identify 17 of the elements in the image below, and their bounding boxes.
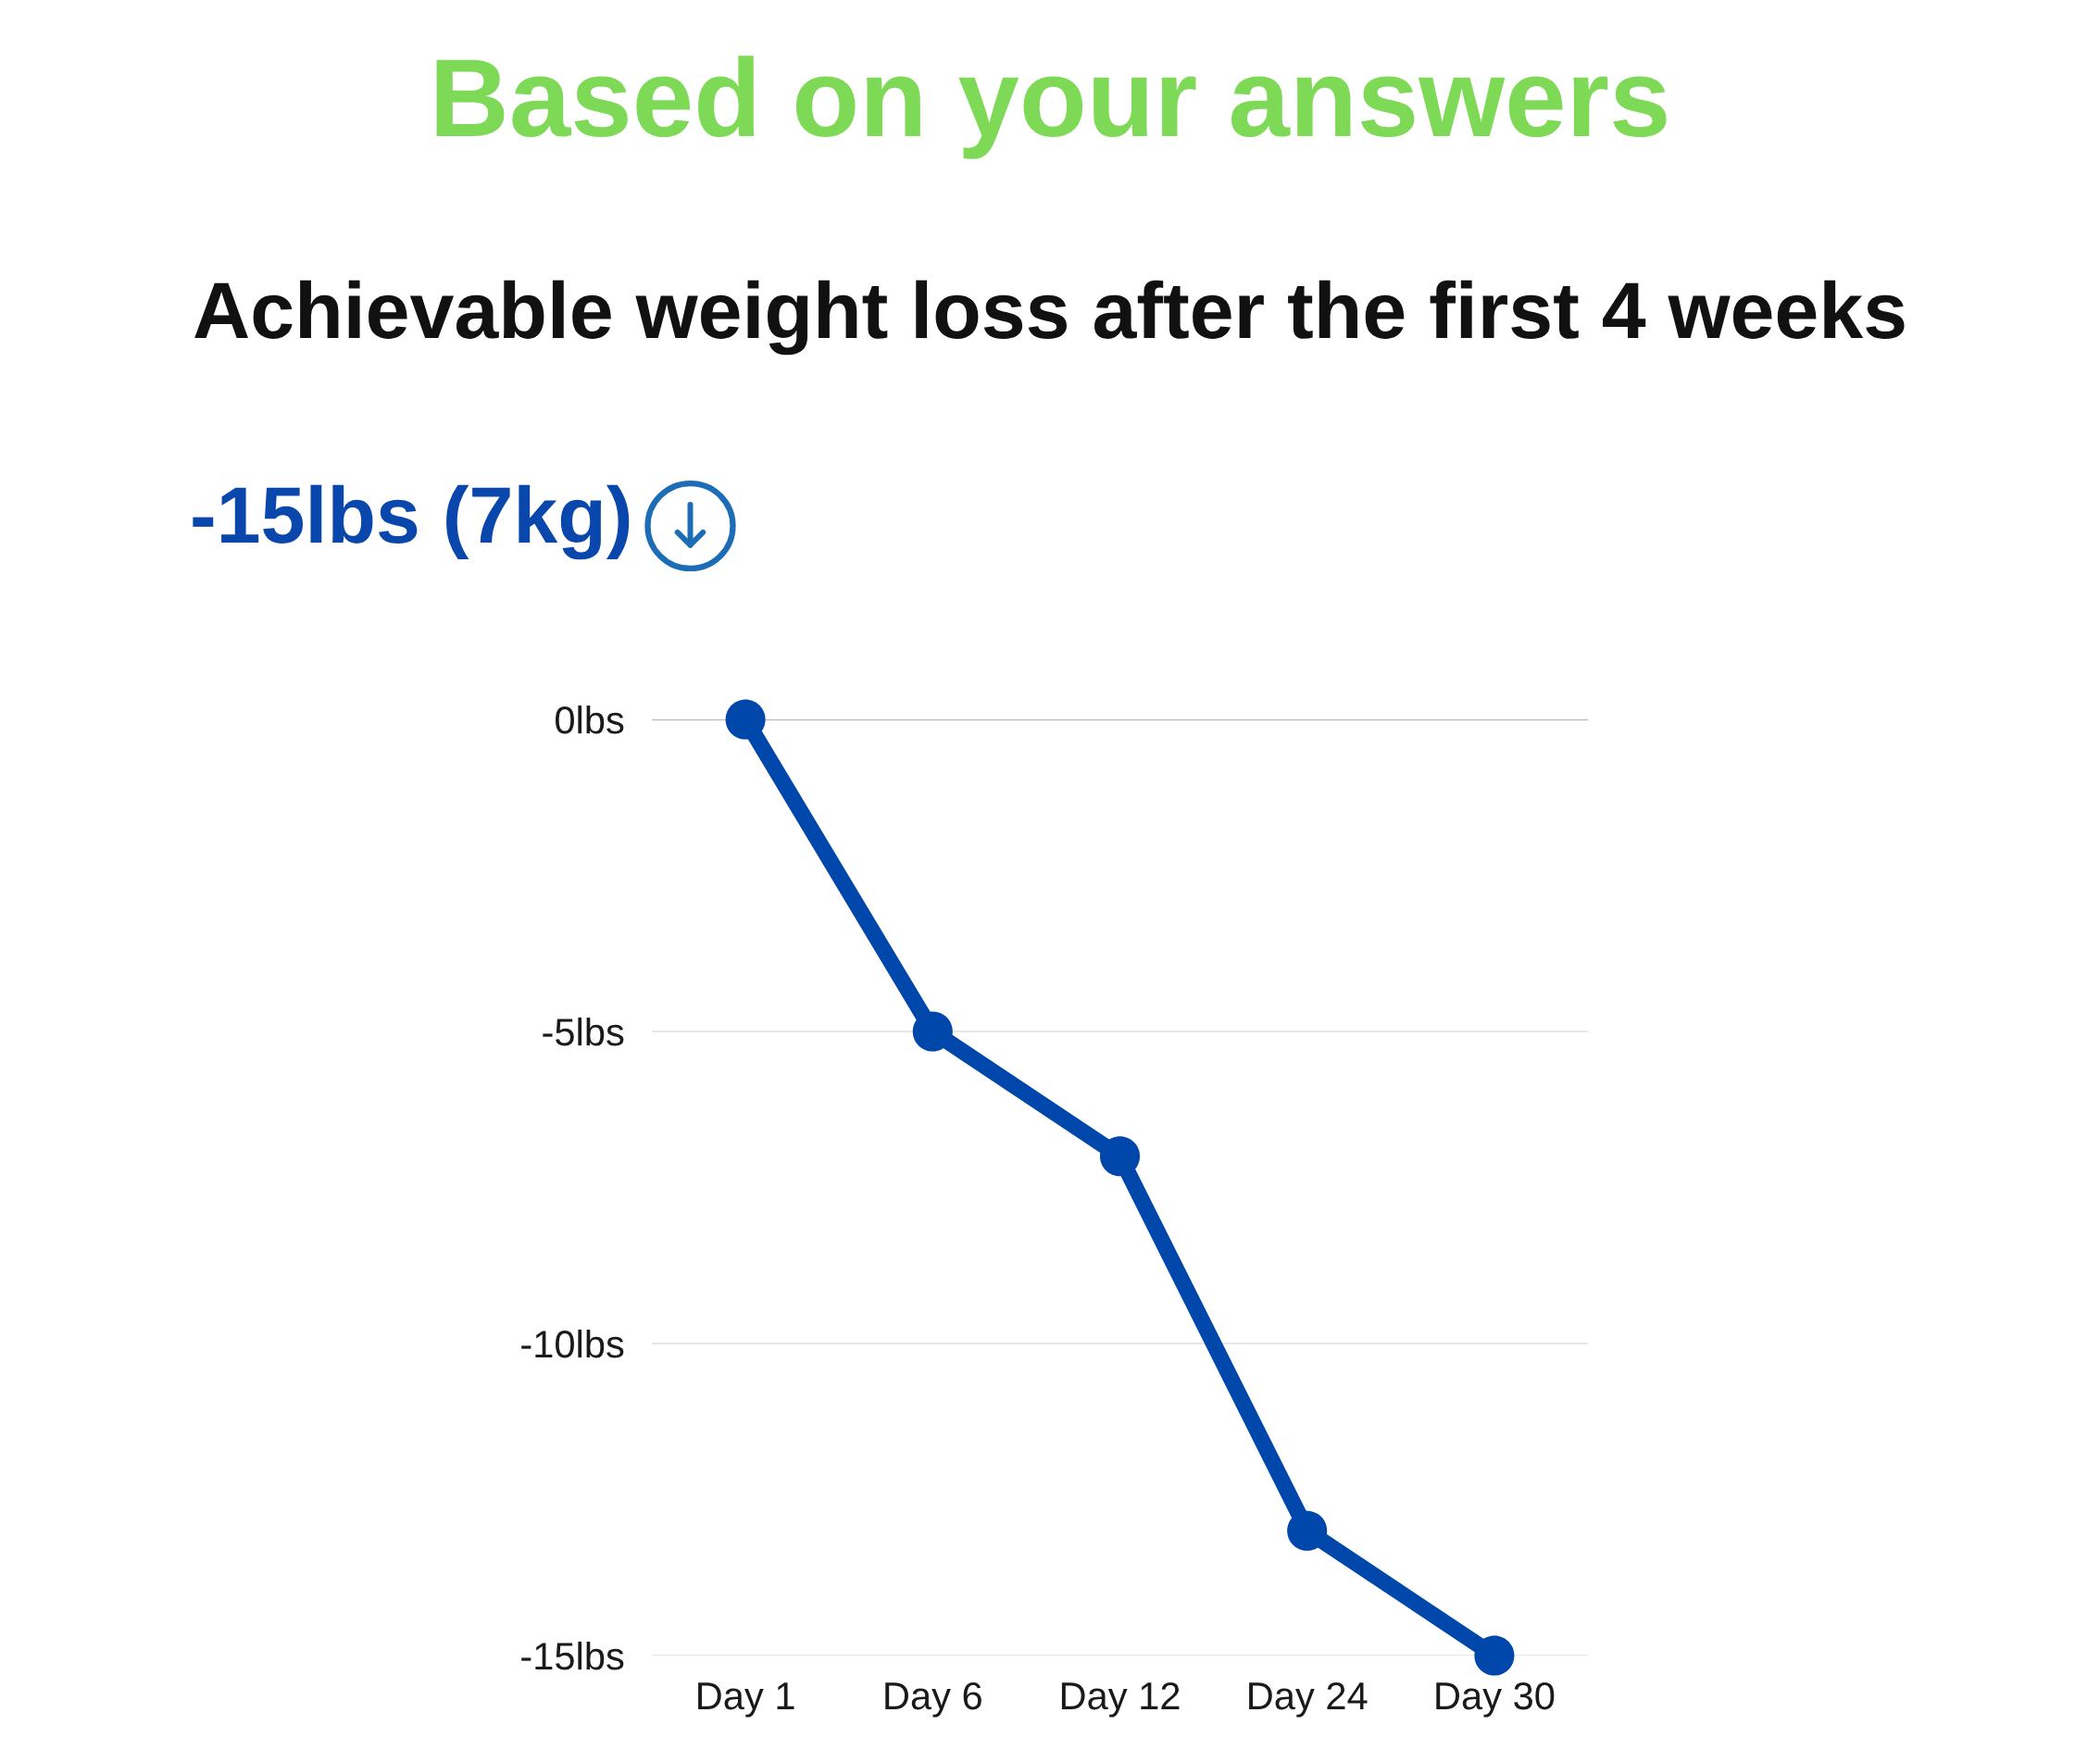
y-tick-label: -15lbs — [521, 1641, 624, 1670]
x-tick-label: Day 30 — [1436, 1681, 1555, 1718]
y-tick-label: 0lbs — [556, 705, 624, 734]
x-tick-label: Day 6 — [885, 1681, 981, 1718]
point — [912, 1011, 953, 1052]
point — [1474, 1635, 1515, 1676]
x-tick-label: Day 1 — [698, 1682, 794, 1718]
x-tick-label: Day 12 — [1061, 1681, 1180, 1718]
y-tick-label: -10lbs — [521, 1329, 624, 1358]
point — [1099, 1136, 1141, 1177]
chart-subtitle: Achievable weight loss after the first 4 weeks — [194, 280, 1905, 356]
y-tick-label: -5lbs — [543, 1017, 624, 1046]
point — [725, 699, 766, 740]
text: -15lbs (7kg) — [193, 484, 630, 560]
x-tick-label: Day 24 — [1249, 1681, 1368, 1718]
point — [1287, 1510, 1328, 1551]
chart-title: Based on your answers — [436, 56, 1667, 159]
